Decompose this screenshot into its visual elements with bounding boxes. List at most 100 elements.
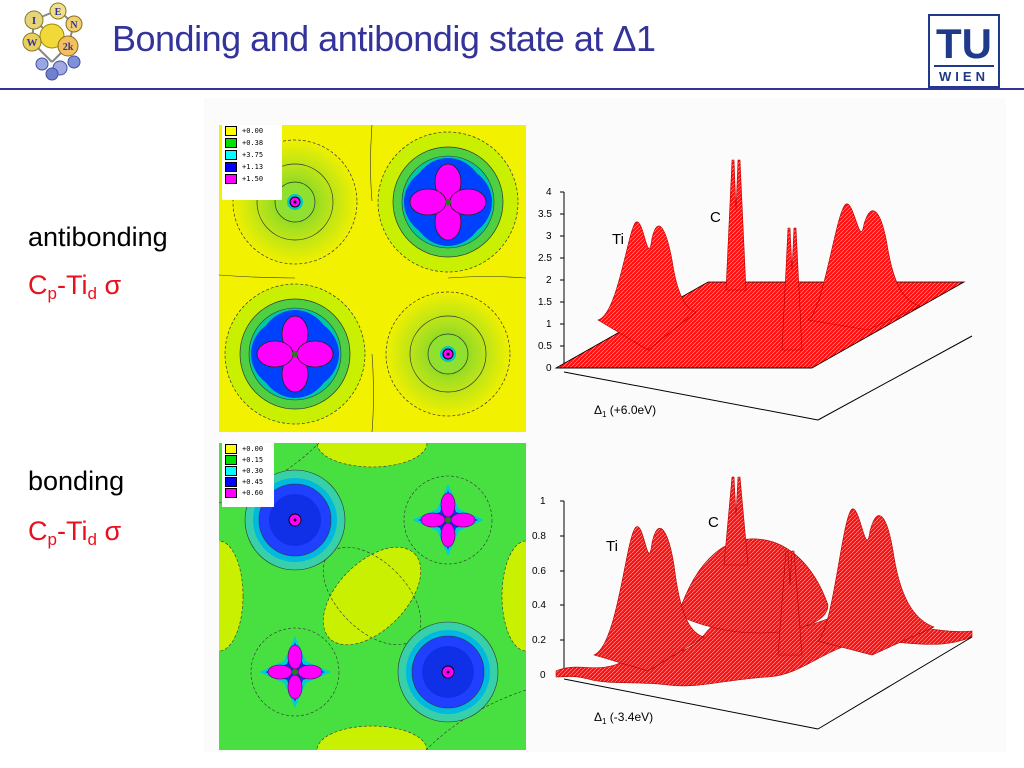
ti-atom-bottom-right <box>397 621 499 723</box>
formula-c: C <box>28 270 48 300</box>
legend-swatch <box>225 454 237 465</box>
formula-ti: -Ti <box>56 516 88 546</box>
legend-entry: +1.13 <box>222 161 282 173</box>
x-axis <box>563 678 819 730</box>
wien2k-logo-graphic: I E W N 2k <box>22 2 83 81</box>
y-tick: 0.6 <box>532 566 564 577</box>
c-atom-top-right <box>377 131 519 273</box>
bonding-contour-plot <box>219 443 526 750</box>
legend-swatch <box>225 487 237 498</box>
tu-wien-logo-bottom: WIEN <box>939 69 989 84</box>
y-tick: 4 <box>546 187 564 198</box>
formula-ti: -Ti <box>56 270 88 300</box>
legend-swatch <box>225 138 237 148</box>
tu-wien-logo-graphic: TU WIEN <box>928 14 1000 88</box>
y-tick-label: 4 <box>546 187 552 198</box>
bonding-formula: Cp-Tid σ <box>28 516 121 550</box>
y-tick: 3.5 <box>538 209 564 220</box>
y-tick-label: 0.2 <box>532 635 546 646</box>
bonding-hump <box>677 538 829 634</box>
ti-peak <box>593 526 705 672</box>
legend-swatch <box>225 174 237 184</box>
legend-label: +0.15 <box>242 455 264 464</box>
legend-swatch <box>225 162 237 172</box>
tu-wien-logo: TU WIEN <box>928 14 1000 88</box>
c-label: C <box>710 209 721 226</box>
formula-ti-sub: d <box>87 530 97 549</box>
legend-label: +0.38 <box>242 139 264 147</box>
y-tick: 3 <box>546 231 564 242</box>
bonding-legend: +0.00 +0.15 +0.30 +0.45 +0.60 <box>222 443 274 507</box>
y-tick-label: 3.5 <box>538 209 552 220</box>
logo-letter-e: E <box>55 7 62 18</box>
legend-swatch <box>225 126 237 136</box>
c-peak <box>777 550 803 656</box>
legend-label: +1.50 <box>242 175 264 183</box>
legend-swatch <box>225 443 237 454</box>
legend-swatch <box>225 465 237 476</box>
legend-label: +0.00 <box>242 127 264 135</box>
caption-delta: Δ <box>594 403 602 417</box>
y-tick: 2.5 <box>538 253 564 264</box>
legend-entry: +0.15 <box>222 454 274 465</box>
formula-sigma: σ <box>104 270 122 300</box>
legend-entry: +1.50 <box>222 173 282 185</box>
plot-caption: Δ1 (-3.4eV) <box>594 710 653 726</box>
legend-label: +1.13 <box>242 163 264 171</box>
y-tick-label: 3 <box>546 231 552 242</box>
antibonding-surface-plot: 0 0.5 1 1.5 2 2.5 3 3.5 4 Ti C Δ1 (+6.0e… <box>538 159 973 421</box>
y-tick-label: 0.8 <box>532 531 546 542</box>
legend-entry: +0.30 <box>222 465 274 476</box>
c-peak <box>723 476 749 566</box>
formula-sigma: σ <box>104 516 122 546</box>
ti-label: Ti <box>606 538 618 555</box>
y-tick-label: 2.5 <box>538 253 552 264</box>
ti-label: Ti <box>612 231 624 248</box>
y-tick: 2 <box>546 275 564 286</box>
legend-entry: +0.45 <box>222 476 274 487</box>
c-atom-top-right <box>403 475 493 565</box>
y-tick-label: 0.4 <box>532 600 546 611</box>
y-tick-label: 2 <box>546 275 552 286</box>
z-axis <box>817 636 973 730</box>
antibonding-label: antibonding <box>28 222 168 252</box>
caption-energy: (-3.4eV) <box>606 710 653 724</box>
logo-letter-2k: 2k <box>63 42 74 53</box>
formula-ti-sub: d <box>87 284 97 303</box>
y-tick-label: 0 <box>540 670 546 681</box>
y-ticks: 0 0.5 1 1.5 2 2.5 3 3.5 4 <box>538 187 564 374</box>
x-axis <box>563 371 819 421</box>
logo-letter-i: I <box>32 15 36 27</box>
y-tick-label: 0.6 <box>532 566 546 577</box>
plot-caption: Δ1 (+6.0eV) <box>594 403 656 419</box>
c-peak <box>781 227 803 351</box>
y-tick: 1 <box>546 319 564 330</box>
antibonding-legend: +0.00 +0.38 +3.75 +1.13 +1.50 <box>222 125 282 200</box>
formula-c-sub: p <box>47 284 57 303</box>
caption-sub: 1 <box>602 717 607 726</box>
antibonding-formula: Cp-Tid σ <box>28 270 121 304</box>
legend-label: +3.75 <box>242 151 264 159</box>
y-tick-label: 0.5 <box>538 341 552 352</box>
legend-entry: +0.38 <box>222 137 282 149</box>
ti-peak <box>817 508 935 656</box>
formula-c-sub: p <box>47 530 57 549</box>
caption-sub: 1 <box>602 410 607 419</box>
y-ticks: 0 0.2 0.4 0.6 0.8 1 <box>532 496 564 681</box>
legend-label: +0.00 <box>242 444 264 453</box>
legend-label: +0.30 <box>242 466 264 475</box>
y-tick-label: 0 <box>546 363 552 374</box>
c-label: C <box>708 514 719 531</box>
formula-c: C <box>28 516 48 546</box>
y-tick: 1 <box>540 496 564 507</box>
slide-title: Bonding and antibondig state at Δ1 <box>112 18 656 59</box>
legend-entry: +0.00 <box>222 443 274 454</box>
logo-letter-n: N <box>70 20 78 31</box>
c-atom-bottom-left <box>224 283 366 425</box>
c-peak <box>725 159 747 291</box>
ti-peak <box>807 203 921 331</box>
caption-delta: Δ <box>594 710 602 724</box>
y-tick: 0.5 <box>538 341 564 352</box>
legend-swatch <box>225 476 237 487</box>
ti-atom-bottom-right <box>385 291 511 417</box>
